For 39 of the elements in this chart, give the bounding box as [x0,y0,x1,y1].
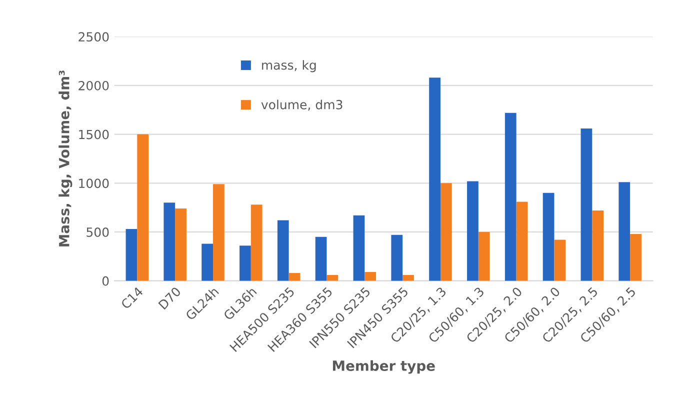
bar [175,208,186,281]
bar [478,232,490,281]
bar [137,134,149,281]
bar [618,182,630,281]
y-axis-title: Mass, kg, Volume, dm³ [58,70,72,246]
bar [542,192,554,281]
bar [326,274,338,281]
bar [580,128,592,281]
y-tick-label: 2000 [78,80,109,90]
bar [630,234,642,281]
legend-label: mass, kg [262,60,316,72]
y-tick-label: 1500 [79,130,109,140]
bar [554,240,566,281]
bar [440,183,452,281]
bar [353,215,365,281]
bar [429,78,440,281]
y-tick-label: 2500 [78,32,109,42]
bar [212,184,224,281]
legend-label: volume, dm3 [261,100,342,111]
x-tick-label: C14 [120,286,144,310]
bar [126,229,138,281]
bar [364,272,376,281]
bar [592,210,604,281]
bar [250,204,262,281]
bar [516,202,528,281]
bar [315,236,327,281]
bar [164,202,176,281]
bar [240,246,251,281]
x-axis-title: Member type [332,360,435,374]
bar [467,181,478,281]
bar [202,244,213,281]
bar [391,234,403,281]
bar [277,220,289,281]
y-tick-label: 0 [102,276,109,286]
bar [504,112,516,281]
bar [402,274,414,281]
bar [288,273,300,281]
y-tick-label: 500 [86,227,109,237]
y-tick-label: 1000 [79,178,109,188]
